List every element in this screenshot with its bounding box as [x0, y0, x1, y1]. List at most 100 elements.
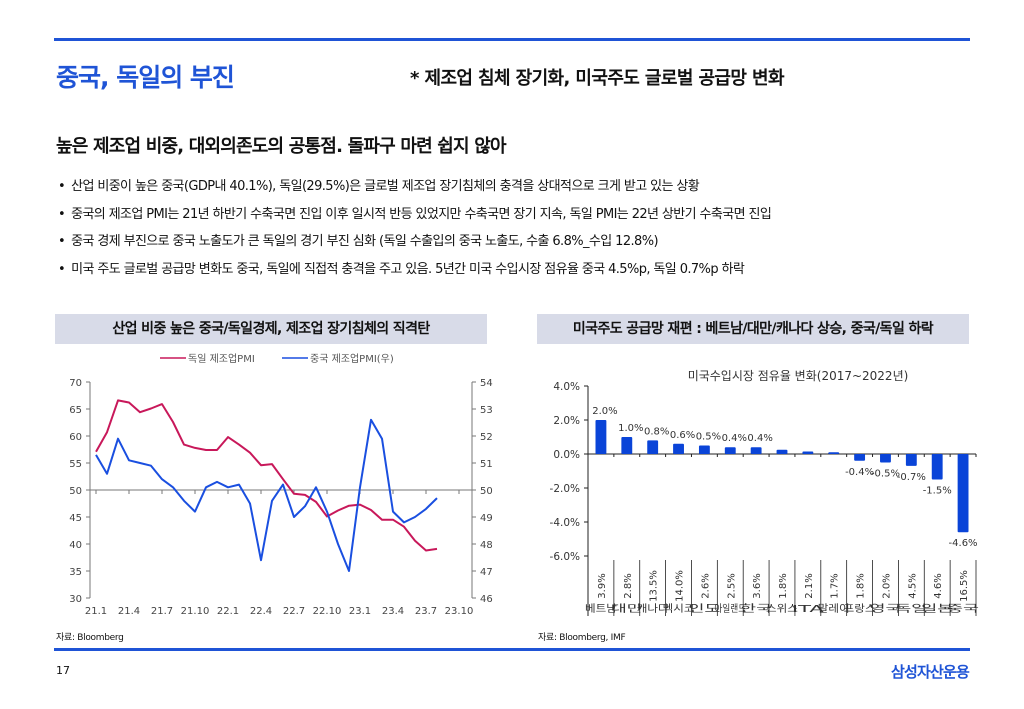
germany-pmi-line — [95, 399, 438, 552]
x-tick-label: 23.7 — [415, 606, 437, 617]
bar — [750, 447, 762, 454]
category-label: 영국 — [870, 603, 902, 615]
bar-data-label: 0.4% — [747, 433, 772, 444]
category-label: 일본 — [921, 603, 953, 615]
bar — [673, 443, 684, 454]
right-tick-label: 48 — [480, 540, 493, 551]
bar — [931, 454, 943, 480]
share-value: 4.6% — [933, 573, 944, 598]
share-value: 16.5% — [959, 570, 970, 602]
legend-label: 중국 제조업PMI(우) — [310, 352, 394, 365]
left-source: 자료: Bloomberg — [56, 633, 124, 643]
share-value: 2.6% — [700, 573, 711, 598]
bar — [854, 454, 866, 461]
top-divider — [54, 38, 970, 41]
share-value: 4.5% — [907, 573, 918, 598]
left-tick-label: 30 — [69, 594, 82, 605]
bar — [802, 451, 814, 454]
bar — [957, 454, 969, 533]
bar — [724, 447, 736, 454]
bottom-divider — [54, 648, 970, 651]
left-tick-label: 60 — [69, 432, 82, 443]
bar-chart-title: 미국수입시장 점유율 변화(2017~2022년) — [688, 369, 909, 383]
page-subtitle: * 제조업 침체 장기화, 미국주도 글로벌 공급망 변화 — [410, 68, 785, 89]
x-tick-label: 23.1 — [349, 606, 371, 617]
page-number: 17 — [56, 664, 70, 677]
category-label: 중국 — [947, 603, 979, 615]
left-tick-label: 65 — [69, 405, 82, 416]
category-label: 대만 — [611, 603, 643, 615]
x-tick-label: 23.10 — [445, 606, 474, 617]
bar — [621, 437, 633, 454]
right-tick-label: 47 — [480, 567, 493, 578]
right-tick-label: 54 — [480, 378, 493, 389]
category-label: ITA — [792, 604, 824, 615]
left-tick-label: 70 — [69, 378, 82, 389]
category-label: 캐나다 — [637, 603, 669, 615]
bar — [828, 452, 840, 454]
share-value: 3.9% — [597, 573, 608, 598]
share-value: 1.8% — [778, 573, 789, 598]
category-label: 독일 — [895, 603, 927, 615]
share-value: 2.8% — [623, 573, 634, 598]
bar-data-label: -4.6% — [949, 538, 978, 549]
right-tick-label: 46 — [480, 594, 493, 605]
left-tick-label: 35 — [69, 567, 82, 578]
bar — [647, 440, 659, 454]
left-tick-label: 50 — [69, 486, 82, 497]
bar-data-label: 0.5% — [696, 432, 721, 443]
x-tick-label: 22.4 — [250, 606, 272, 617]
category-label: 멕시코 — [663, 603, 695, 615]
share-value: 13.5% — [649, 570, 660, 602]
bar-data-label: -0.4% — [845, 467, 874, 478]
left-tick-label: 55 — [69, 459, 82, 470]
china-pmi-line — [95, 418, 438, 572]
bar — [698, 445, 710, 454]
import-share-bar-chart: 미국수입시장 점유율 변화(2017~2022년) 4.0% 2.0% 0.0% -2.… — [550, 369, 979, 616]
x-tick-label: 22.1 — [217, 606, 239, 617]
left-panel-heading: 산업 비중 높은 중국/독일경제, 제조업 장기침체의 직격탄 — [55, 314, 487, 344]
bar-data-label: -1.5% — [923, 486, 952, 497]
bar — [595, 420, 607, 454]
y-tick-label: -6.0% — [550, 551, 580, 563]
brand-logo: 삼성자산운용 — [890, 663, 970, 681]
x-tick-label: 21.1 — [85, 606, 107, 617]
share-value: 1.8% — [856, 573, 867, 598]
bullet-list: 산업 비중이 높은 중국(GDP내 40.1%), 독일(29.5%)은 글로벌… — [58, 178, 772, 289]
category-label: 베트남 — [585, 603, 617, 615]
right-tick-label: 50 — [480, 486, 493, 497]
x-tick-label: 21.10 — [181, 606, 210, 617]
share-value: 1.7% — [830, 573, 841, 598]
bar-data-label: -0.5% — [871, 469, 900, 480]
x-tick-label: 22.10 — [313, 606, 342, 617]
right-tick-label: 49 — [480, 513, 493, 524]
right-panel-heading: 미국주도 공급망 재편 : 베트남/대만/캐나다 상승, 중국/독일 하락 — [537, 314, 969, 344]
y-tick-label: 2.0% — [553, 415, 580, 427]
share-value: 2.0% — [881, 573, 892, 598]
bar — [905, 454, 917, 466]
bar-data-label: 0.4% — [722, 433, 747, 444]
bar-data-label: 2.0% — [592, 406, 617, 417]
y-tick-label: -2.0% — [550, 483, 580, 495]
legend-label: 독일 제조업PMI — [188, 352, 255, 365]
bar-data-label: 1.0% — [618, 423, 643, 434]
share-value: 14.0% — [675, 570, 686, 602]
headline: 높은 제조업 비중, 대외의존도의 공통점. 돌파구 마련 쉽지 않아 — [56, 136, 507, 157]
x-tick-label: 23.4 — [382, 606, 404, 617]
category-label: 스위스 — [766, 602, 798, 615]
category-label: 아일랜드 — [714, 603, 746, 615]
bullet-item: 중국 경제 부진으로 중국 노출도가 큰 독일의 경기 부진 심화 (독일 수출… — [58, 233, 771, 261]
bar — [776, 449, 788, 454]
category-label: 프랑스 — [844, 603, 876, 615]
y-tick-label: -4.0% — [550, 517, 580, 529]
left-tick-label: 40 — [69, 540, 82, 551]
share-value: 2.5% — [726, 573, 737, 598]
category-label: 말레이 — [818, 603, 850, 615]
y-tick-label: 4.0% — [553, 381, 580, 393]
pmi-line-chart: 독일 제조업PMI 중국 제조업PMI(우) 30 35 40 45 50 55 60 65 70 4… — [69, 352, 493, 617]
share-value: 2.1% — [804, 573, 815, 598]
bar-data-label: 0.8% — [644, 426, 669, 437]
x-tick-label: 21.4 — [118, 606, 140, 617]
category-label: 인도 — [688, 603, 720, 615]
bullet-item: 미국 주도 글로벌 공급망 변화도 중국, 독일에 직접적 충격을 주고 있음.… — [58, 261, 771, 289]
